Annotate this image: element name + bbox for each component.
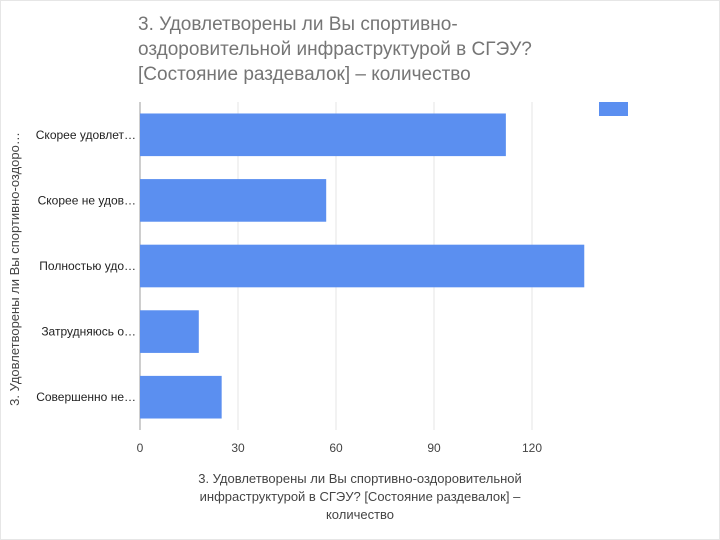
x-tick-label-0: 0 <box>137 441 144 455</box>
bar-0 <box>140 113 506 157</box>
bar-3 <box>140 310 199 353</box>
category-label-3: Затрудняюсь о… <box>41 325 136 339</box>
bar-2 <box>140 244 585 288</box>
x-tick-label-2: 60 <box>329 441 343 455</box>
x-axis-title-line-2: инфраструктурой в СГЭУ? [Состояние разде… <box>199 489 521 504</box>
chart-title-line-1: 3. Удовлетворены ли Вы спортивно- <box>138 14 458 35</box>
bar-4 <box>140 375 222 419</box>
x-axis-title-line-1: 3. Удовлетворены ли Вы спортивно-оздоров… <box>198 471 522 486</box>
x-tick-label-4: 120 <box>522 441 542 455</box>
category-label-2: Полностью удо… <box>39 259 136 273</box>
bar-1 <box>140 179 327 222</box>
category-label-4: Совершенно не… <box>36 390 136 404</box>
x-tick-label-1: 30 <box>231 441 245 455</box>
legend-swatch <box>599 102 628 116</box>
category-label-1: Скорее не удов… <box>38 193 136 207</box>
x-axis-title: 3. Удовлетворены ли Вы спортивно-оздоров… <box>150 470 570 524</box>
x-axis-title-line-3: количество <box>325 507 395 522</box>
x-tick-label-3: 90 <box>427 441 441 455</box>
chart-title: 3. Удовлетворены ли Вы спортивно- оздоро… <box>138 12 578 87</box>
chart-title-line-2: оздоровительной инфраструктурой в СГЭУ? <box>138 39 532 60</box>
chart-title-line-3: [Состояние раздевалок] – количество <box>138 64 471 85</box>
category-label-0: Скорее удовлет… <box>36 128 136 142</box>
